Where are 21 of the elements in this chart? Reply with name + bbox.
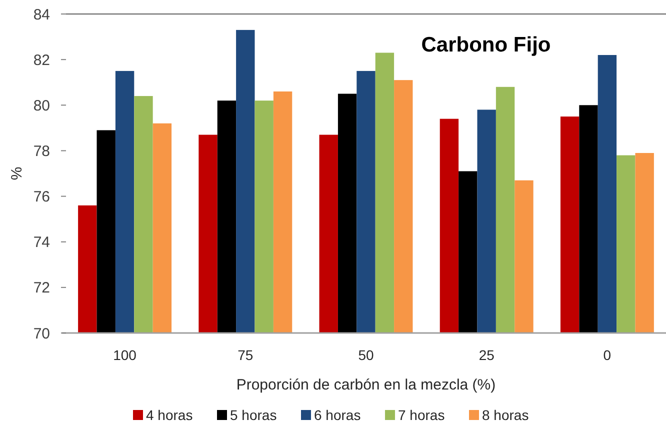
y-axis-title: % — [8, 166, 26, 180]
y-tick-label: 70 — [33, 325, 50, 342]
y-tick-label: 84 — [33, 6, 50, 24]
x-tick-label: 0 — [603, 346, 612, 363]
legend-label: 5 horas — [230, 406, 277, 423]
legend-label: 4 horas — [146, 406, 193, 423]
x-axis-title: Proporción de carbón en la mezcla (%) — [236, 376, 496, 394]
y-tick-label: 78 — [33, 142, 50, 160]
y-tick-label: 72 — [33, 280, 50, 297]
text: Carbono Fijo — [421, 33, 551, 56]
x-tick-label: 50 — [358, 346, 374, 363]
x-tick-label: 25 — [478, 346, 495, 363]
y-tick-label: 82 — [33, 52, 50, 69]
y-tick-label: 80 — [33, 97, 50, 114]
legend-label: 8 horas — [482, 406, 529, 423]
legend-label: 6 horas — [314, 406, 361, 423]
legend-label: 7 horas — [398, 406, 445, 423]
y-tick-label: 76 — [33, 188, 50, 206]
y-tick-label: 74 — [33, 234, 50, 252]
x-tick-label: 100 — [113, 346, 137, 363]
x-tick-label: 75 — [238, 346, 254, 363]
